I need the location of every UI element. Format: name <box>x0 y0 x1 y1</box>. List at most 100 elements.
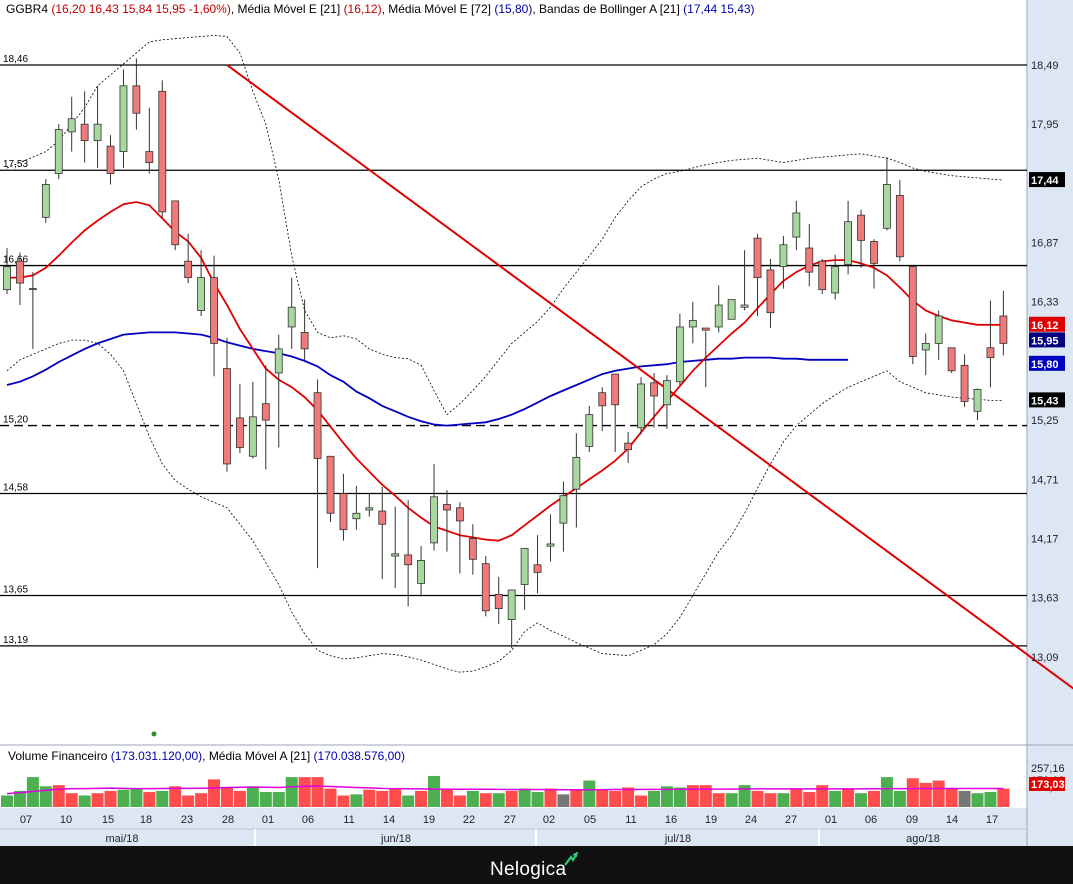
volume-bar <box>298 777 311 807</box>
candle-body <box>365 507 374 511</box>
volume-bar <box>686 785 699 807</box>
volume-bar <box>790 788 803 807</box>
volume-bar <box>803 792 816 807</box>
date-axis-day-label: 10 <box>60 814 72 826</box>
price-tag <box>1029 355 1065 371</box>
date-axis-day-label: 11 <box>625 814 636 826</box>
candle-body <box>494 593 503 610</box>
volume-bar <box>660 786 673 807</box>
date-axis-month-label: jun/18 <box>380 833 411 845</box>
price-tag <box>1029 332 1065 348</box>
bollinger-lower-band <box>6 339 1004 673</box>
date-axis-day-label: 22 <box>463 814 475 826</box>
date-axis-month-label: mai/18 <box>105 833 138 845</box>
volume-bar <box>466 790 479 807</box>
candle-body <box>404 554 413 566</box>
volume-bar <box>91 793 104 807</box>
volume-bar <box>880 777 893 807</box>
date-axis-day-label: 06 <box>302 814 314 826</box>
candle-body <box>261 403 270 421</box>
volume-bar <box>609 790 622 807</box>
volume-bar <box>518 788 531 807</box>
horizontal-level-label: 14,58 <box>3 483 28 494</box>
price-axis-tick-label: 16,87 <box>1031 238 1059 250</box>
candle-body <box>792 212 801 238</box>
volume-bar <box>428 775 441 807</box>
date-axis-day-label: 05 <box>584 814 596 826</box>
date-axis-day-label: 16 <box>665 814 677 826</box>
ticker-label: GGBR4 <box>6 2 49 16</box>
candle-body <box>947 347 956 372</box>
volume-tag-label: 173,03 <box>1031 779 1065 791</box>
volume-bar <box>738 785 751 807</box>
price-tag-label: 15,43 <box>1031 395 1059 407</box>
candle-body <box>520 547 529 585</box>
footer-bar <box>0 846 1073 884</box>
candle-body <box>54 129 63 174</box>
candle-body <box>870 241 878 264</box>
volume-bar <box>130 788 143 807</box>
candle-body <box>3 266 11 291</box>
price-tag <box>1029 316 1065 332</box>
date-axis-panel <box>0 808 1027 846</box>
volume-bar <box>350 794 363 807</box>
volume-bar <box>233 790 246 807</box>
candle-body <box>546 543 555 547</box>
price-chart[interactable]: 18,46 17,53 16,66 15,20 14,58 13,65 13,19 18,49… <box>0 0 1073 846</box>
volume-bar <box>596 789 609 807</box>
volume-bar <box>363 789 376 807</box>
candle-body <box>895 195 904 258</box>
volume-bar <box>531 792 544 807</box>
volume-bar <box>259 792 272 807</box>
volume-bar <box>78 795 91 807</box>
volume-bar <box>751 790 764 807</box>
volume-bar <box>272 792 285 807</box>
volume-bar <box>699 785 712 807</box>
volume-bar <box>855 793 868 807</box>
volume-bar <box>816 785 829 807</box>
horizontal-level-label: 13,65 <box>3 584 28 595</box>
volume-bar <box>764 793 777 807</box>
ema21-legend-label: Média Móvel E [21] <box>237 2 341 16</box>
candle-body <box>391 553 400 557</box>
price-axis-tick-label: 14,71 <box>1031 474 1059 486</box>
date-axis-day-label: 06 <box>865 814 877 826</box>
candle-body <box>766 269 775 314</box>
candle-body <box>857 214 865 241</box>
ema72-line <box>6 331 849 427</box>
volume-bar <box>311 777 324 807</box>
candle-body <box>210 277 218 344</box>
price-axis-tick-label: 13,09 <box>1031 652 1059 664</box>
candle-body <box>197 277 206 311</box>
candle-body <box>650 382 658 397</box>
volume-legend-value: (173.031.120,00) <box>110 749 203 763</box>
volume-bar <box>570 789 583 807</box>
volume-bar <box>984 792 997 807</box>
candle-body <box>572 456 581 490</box>
volume-bar <box>104 790 117 807</box>
candle-body <box>714 304 723 328</box>
price-tag <box>1029 392 1065 408</box>
volume-bar <box>324 788 337 807</box>
volume-tag <box>1029 777 1065 791</box>
date-axis-day-label: 18 <box>140 814 152 826</box>
candle-body <box>417 559 425 584</box>
nelogica-logo: Nelogica <box>490 859 567 880</box>
volume-bar <box>39 786 52 807</box>
volume-bar <box>479 793 492 807</box>
candle-body <box>352 512 361 520</box>
horizontal-level-label: 16,66 <box>3 255 28 266</box>
volume-bar <box>453 795 466 807</box>
volume-bar <box>285 777 298 807</box>
volume-bar <box>945 788 958 807</box>
candle-body <box>818 260 827 291</box>
price-axis-tick-label: 13,63 <box>1031 593 1059 605</box>
volume-bar <box>402 795 415 807</box>
candle-body <box>934 315 943 344</box>
event-marker <box>151 731 157 737</box>
volume-bar <box>673 787 686 807</box>
date-axis-day-label: 14 <box>383 814 395 826</box>
candle-body <box>158 90 167 213</box>
ema72-legend-label: Média Móvel E [72] <box>388 2 491 16</box>
horizontal-level-label: 17,53 <box>3 159 28 170</box>
